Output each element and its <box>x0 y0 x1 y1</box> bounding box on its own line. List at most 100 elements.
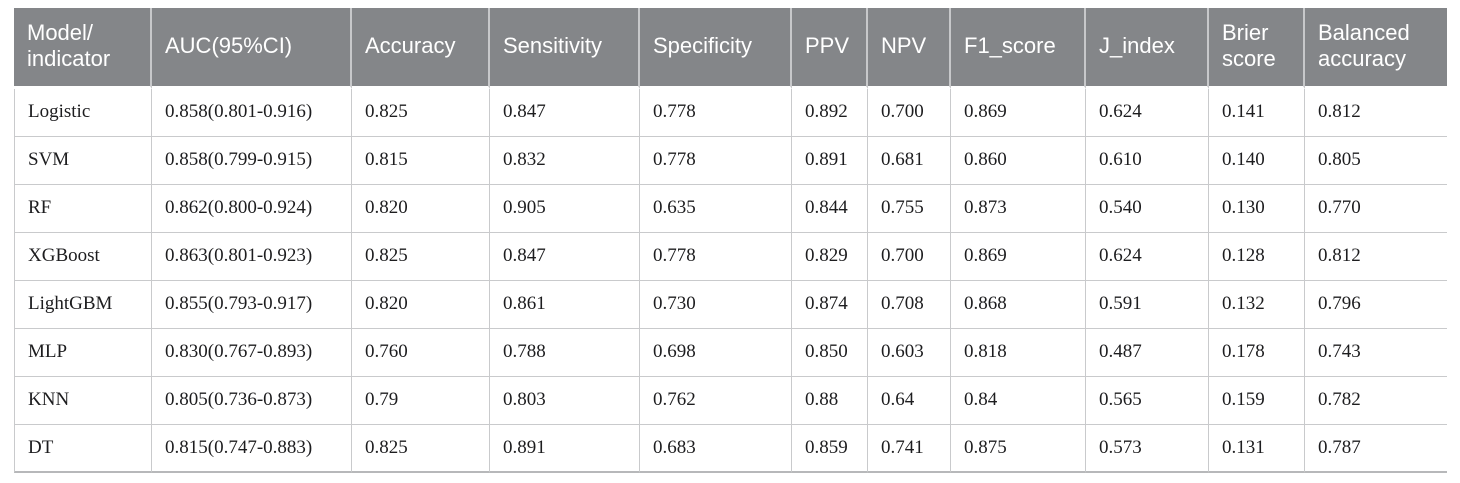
model-name-cell: MLP <box>14 329 152 377</box>
metric-value-cell: 0.683 <box>640 425 792 473</box>
column-header-balanced-accuracy: Balanced accuracy <box>1305 8 1447 89</box>
metric-value-cell: 0.892 <box>792 89 868 137</box>
model-performance-table-container: Model/​indicator AUC(95%CI) Accuracy Sensit… <box>14 8 1447 473</box>
metric-value-cell: 0.132 <box>1209 281 1305 329</box>
metric-value-cell: 0.850 <box>792 329 868 377</box>
metric-value-cell: 0.681 <box>868 137 951 185</box>
metric-value-cell: 0.830(0.767-0.893) <box>152 329 352 377</box>
metric-value-cell: 0.788 <box>490 329 640 377</box>
metric-value-cell: 0.844 <box>792 185 868 233</box>
metric-value-cell: 0.818 <box>951 329 1086 377</box>
table-row-svm: SVM 0.858(0.799-0.915) 0.815 0.832 0.778 0.89… <box>14 137 1447 185</box>
metric-value-cell: 0.159 <box>1209 377 1305 425</box>
metric-value-cell: 0.820 <box>352 281 490 329</box>
metric-value-cell: 0.860 <box>951 137 1086 185</box>
metric-value-cell: 0.861 <box>490 281 640 329</box>
metric-value-cell: 0.760 <box>352 329 490 377</box>
metric-value-cell: 0.708 <box>868 281 951 329</box>
metric-value-cell: 0.741 <box>868 425 951 473</box>
table-body: Logistic 0.858(0.801-0.916) 0.825 0.847 0.77… <box>14 89 1447 473</box>
metric-value-cell: 0.847 <box>490 233 640 281</box>
table-row-lightgbm: LightGBM 0.855(0.793-0.917) 0.820 0.861 0.73… <box>14 281 1447 329</box>
model-name-cell: KNN <box>14 377 152 425</box>
metric-value-cell: 0.141 <box>1209 89 1305 137</box>
metric-value-cell: 0.128 <box>1209 233 1305 281</box>
metric-value-cell: 0.782 <box>1305 377 1447 425</box>
table-header: Model/​indicator AUC(95%CI) Accuracy Sensit… <box>14 8 1447 89</box>
metric-value-cell: 0.762 <box>640 377 792 425</box>
metric-value-cell: 0.140 <box>1209 137 1305 185</box>
metric-value-cell: 0.565 <box>1086 377 1209 425</box>
metric-value-cell: 0.130 <box>1209 185 1305 233</box>
metric-value-cell: 0.891 <box>792 137 868 185</box>
metric-value-cell: 0.603 <box>868 329 951 377</box>
column-header-f1-score: F1_score <box>951 8 1086 89</box>
metric-value-cell: 0.855(0.793-0.917) <box>152 281 352 329</box>
metric-value-cell: 0.863(0.801-0.923) <box>152 233 352 281</box>
metric-value-cell: 0.796 <box>1305 281 1447 329</box>
metric-value-cell: 0.178 <box>1209 329 1305 377</box>
table-row-rf: RF 0.862(0.800-0.924) 0.820 0.905 0.635 0.844… <box>14 185 1447 233</box>
table-row-dt: DT 0.815(0.747-0.883) 0.825 0.891 0.683 0.859… <box>14 425 1447 473</box>
metric-value-cell: 0.803 <box>490 377 640 425</box>
metric-value-cell: 0.698 <box>640 329 792 377</box>
metric-value-cell: 0.635 <box>640 185 792 233</box>
metric-value-cell: 0.805 <box>1305 137 1447 185</box>
column-header-npv: NPV <box>868 8 951 89</box>
metric-value-cell: 0.825 <box>352 425 490 473</box>
model-name-cell: XGBoost <box>14 233 152 281</box>
metric-value-cell: 0.875 <box>951 425 1086 473</box>
metric-value-cell: 0.778 <box>640 233 792 281</box>
metric-value-cell: 0.805(0.736-0.873) <box>152 377 352 425</box>
model-name-cell: SVM <box>14 137 152 185</box>
metric-value-cell: 0.812 <box>1305 233 1447 281</box>
metric-value-cell: 0.868 <box>951 281 1086 329</box>
metric-value-cell: 0.84 <box>951 377 1086 425</box>
metric-value-cell: 0.825 <box>352 233 490 281</box>
table-row-knn: KNN 0.805(0.736-0.873) 0.79 0.803 0.762 0.88 0… <box>14 377 1447 425</box>
metric-value-cell: 0.858(0.801-0.916) <box>152 89 352 137</box>
metric-value-cell: 0.700 <box>868 233 951 281</box>
metric-value-cell: 0.859 <box>792 425 868 473</box>
metric-value-cell: 0.873 <box>951 185 1086 233</box>
metric-value-cell: 0.624 <box>1086 233 1209 281</box>
metric-value-cell: 0.743 <box>1305 329 1447 377</box>
model-performance-table: Model/​indicator AUC(95%CI) Accuracy Sensit… <box>14 8 1447 473</box>
metric-value-cell: 0.869 <box>951 89 1086 137</box>
model-name-cell: DT <box>14 425 152 473</box>
metric-value-cell: 0.573 <box>1086 425 1209 473</box>
model-name-cell: Logistic <box>14 89 152 137</box>
metric-value-cell: 0.624 <box>1086 89 1209 137</box>
metric-value-cell: 0.905 <box>490 185 640 233</box>
metric-value-cell: 0.591 <box>1086 281 1209 329</box>
metric-value-cell: 0.540 <box>1086 185 1209 233</box>
metric-value-cell: 0.88 <box>792 377 868 425</box>
column-header-specificity: Specificity <box>640 8 792 89</box>
metric-value-cell: 0.858(0.799-0.915) <box>152 137 352 185</box>
header-row: Model/​indicator AUC(95%CI) Accuracy Sensit… <box>14 8 1447 89</box>
column-header-model-indicator: Model/​indicator <box>14 8 152 89</box>
metric-value-cell: 0.487 <box>1086 329 1209 377</box>
metric-value-cell: 0.829 <box>792 233 868 281</box>
table-row-mlp: MLP 0.830(0.767-0.893) 0.760 0.788 0.698 0.85… <box>14 329 1447 377</box>
metric-value-cell: 0.825 <box>352 89 490 137</box>
model-name-cell: LightGBM <box>14 281 152 329</box>
table-row-logistic: Logistic 0.858(0.801-0.916) 0.825 0.847 0.77… <box>14 89 1447 137</box>
metric-value-cell: 0.778 <box>640 89 792 137</box>
metric-value-cell: 0.869 <box>951 233 1086 281</box>
column-header-brier-score: Brier score <box>1209 8 1305 89</box>
metric-value-cell: 0.812 <box>1305 89 1447 137</box>
table-row-xgboost: XGBoost 0.863(0.801-0.923) 0.825 0.847 0.778… <box>14 233 1447 281</box>
metric-value-cell: 0.820 <box>352 185 490 233</box>
metric-value-cell: 0.700 <box>868 89 951 137</box>
metric-value-cell: 0.755 <box>868 185 951 233</box>
column-header-sensitivity: Sensitivity <box>490 8 640 89</box>
metric-value-cell: 0.891 <box>490 425 640 473</box>
model-name-cell: RF <box>14 185 152 233</box>
metric-value-cell: 0.778 <box>640 137 792 185</box>
metric-value-cell: 0.847 <box>490 89 640 137</box>
metric-value-cell: 0.64 <box>868 377 951 425</box>
metric-value-cell: 0.815 <box>352 137 490 185</box>
column-header-j-index: J_index <box>1086 8 1209 89</box>
metric-value-cell: 0.815(0.747-0.883) <box>152 425 352 473</box>
